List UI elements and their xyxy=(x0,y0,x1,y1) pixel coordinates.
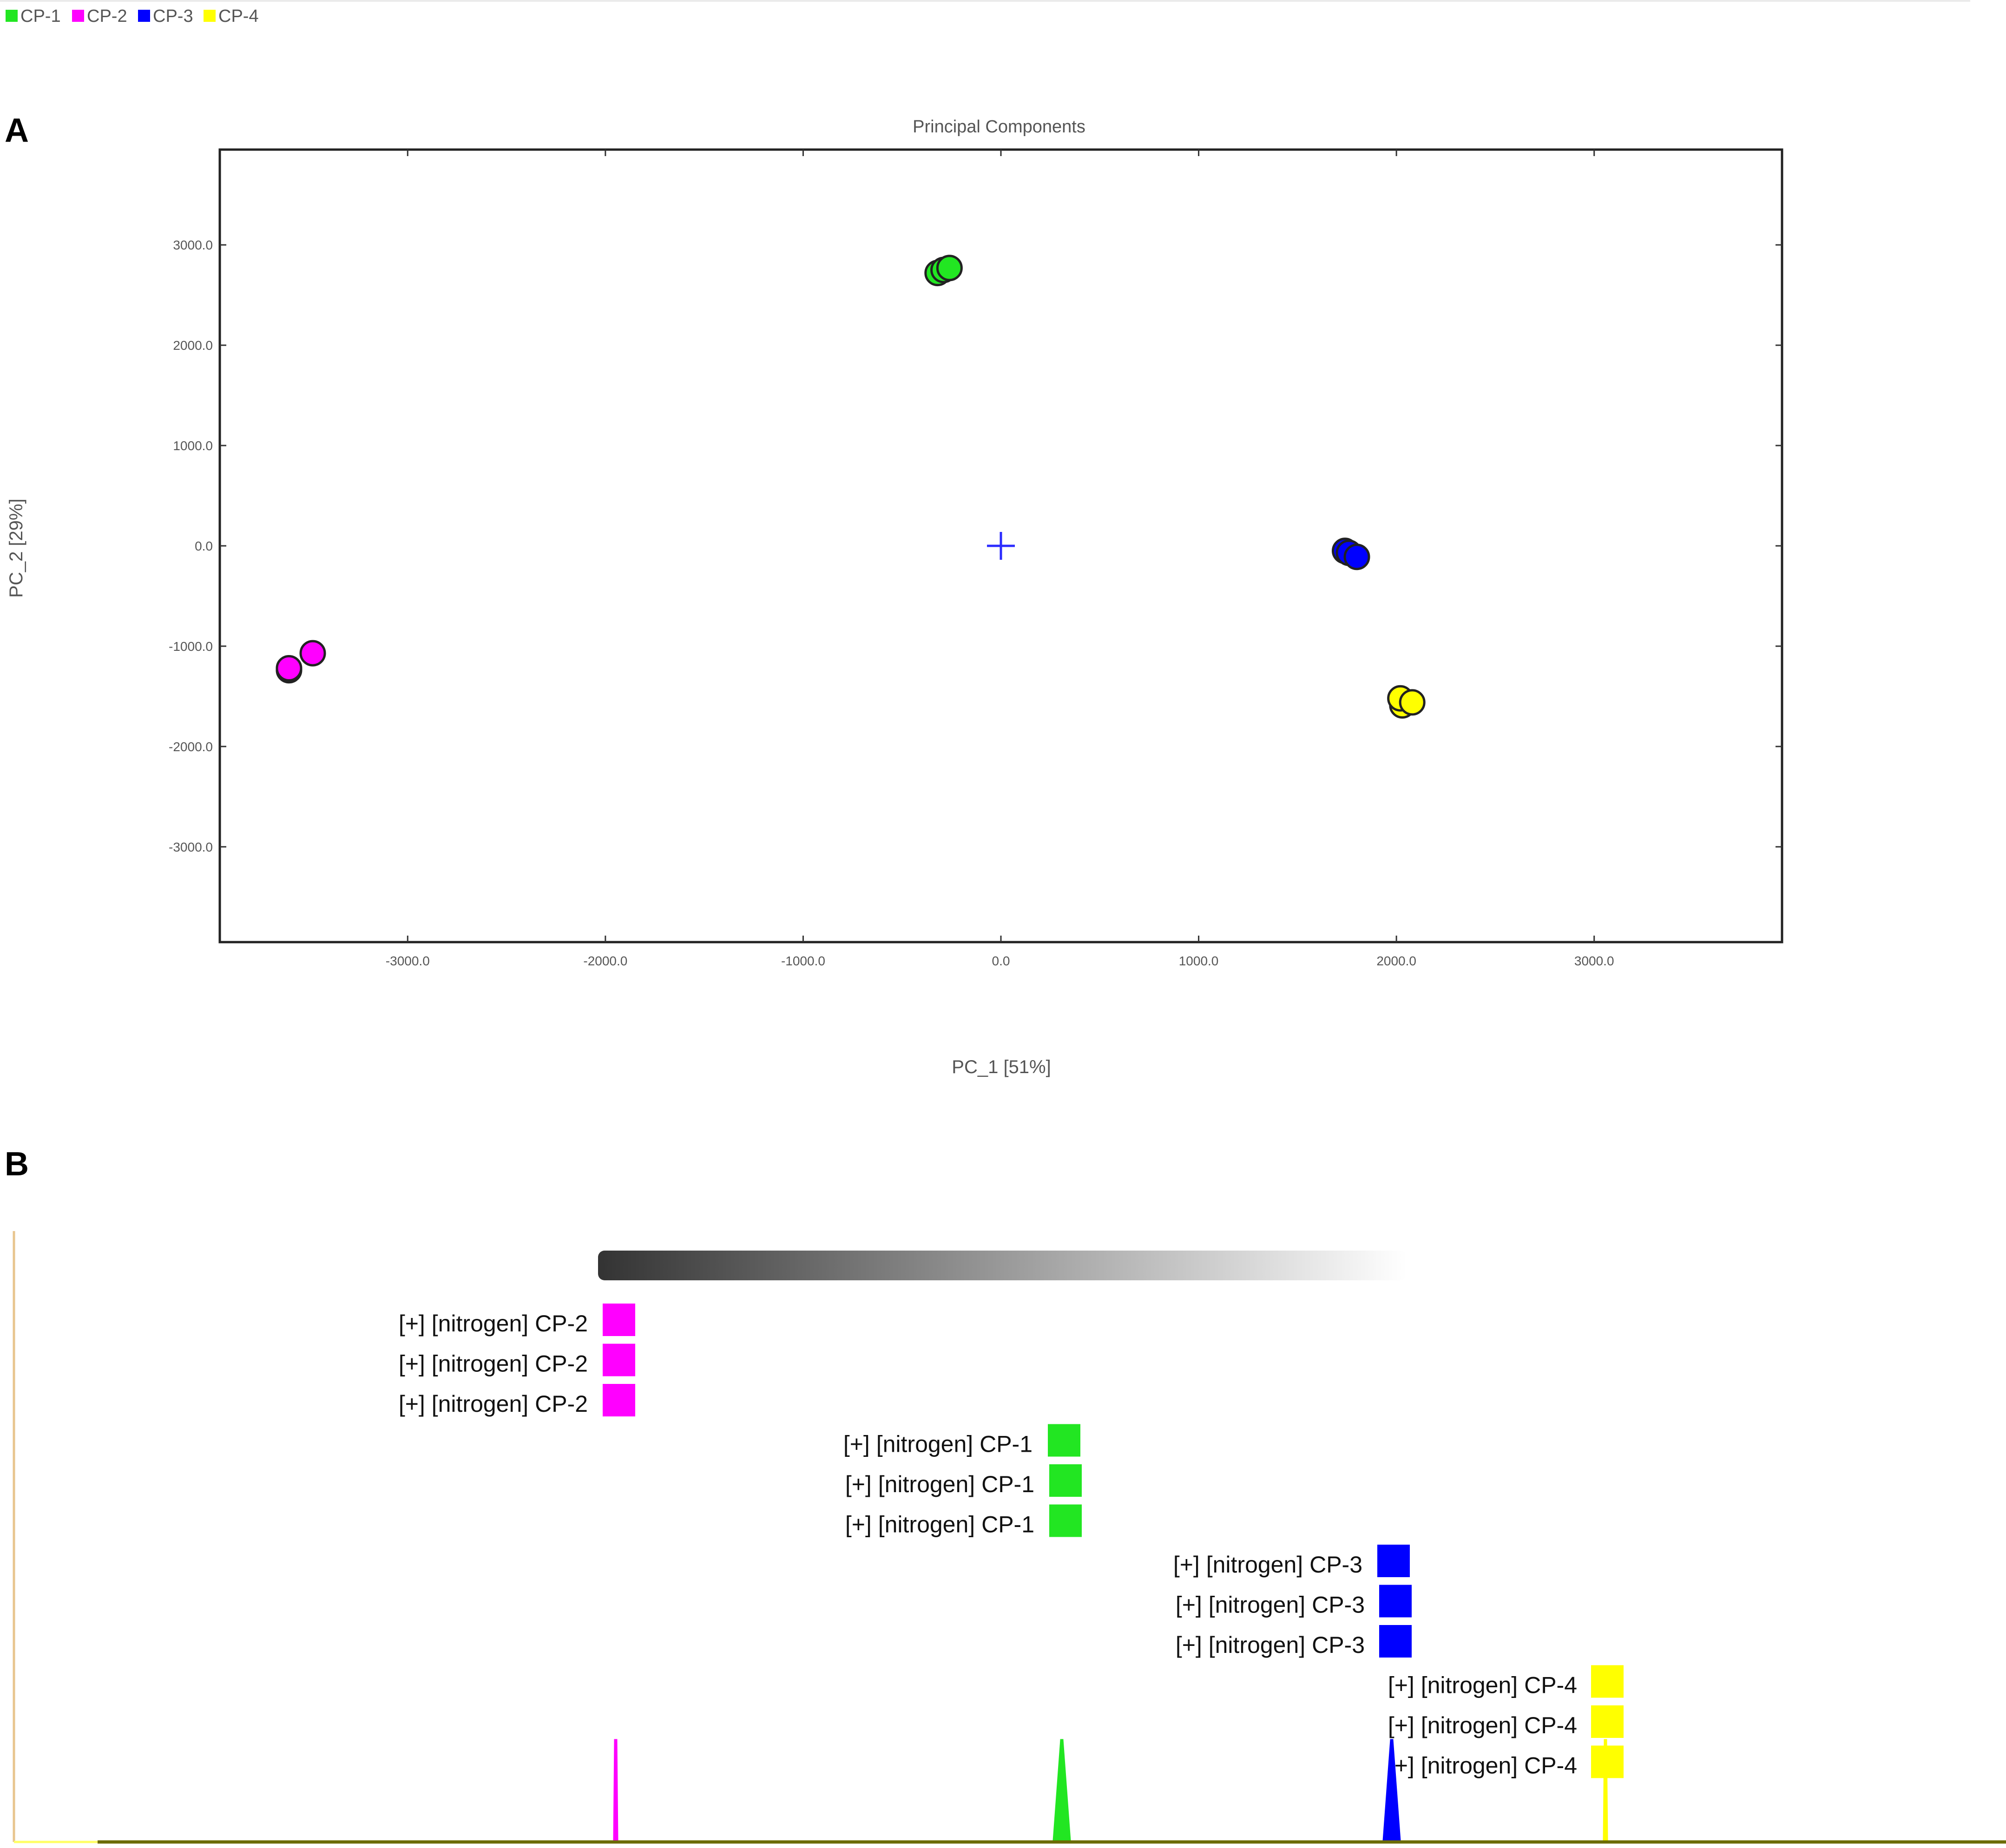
sample-label: [+] [nitrogen] CP-4 xyxy=(1388,1753,1577,1779)
legend-label-cp-1: CP-1 xyxy=(20,7,61,26)
y-tick-label: -1000.0 xyxy=(169,639,213,654)
sample-swatch xyxy=(1049,1504,1082,1537)
y-tick-label: 1000.0 xyxy=(173,439,213,453)
sample-label: [+] [nitrogen] CP-3 xyxy=(1176,1632,1365,1658)
sample-label: [+] [nitrogen] CP-3 xyxy=(1173,1552,1362,1578)
panel-b-label: B xyxy=(5,1146,29,1183)
sample-label: [+] [nitrogen] CP-4 xyxy=(1388,1672,1577,1698)
sample-label: [+] [nitrogen] CP-3 xyxy=(1176,1592,1365,1618)
y-tick-label: -2000.0 xyxy=(169,740,213,754)
gradient-scale-bar xyxy=(598,1251,1407,1280)
point-cp-2 xyxy=(276,655,303,682)
peak-cp-1 xyxy=(1052,1739,1071,1841)
point-cp-3 xyxy=(1343,544,1370,570)
x-tick-label: -1000.0 xyxy=(781,954,825,968)
sample-swatch xyxy=(603,1343,635,1376)
x-tick-label: 2000.0 xyxy=(1376,954,1416,968)
peak-cp-2 xyxy=(613,1739,618,1841)
legend-swatch-cp-2 xyxy=(72,10,84,22)
sample-swatch xyxy=(1377,1545,1410,1577)
sample-swatch xyxy=(1049,1464,1082,1497)
point-cp-4 xyxy=(1399,689,1426,716)
sample-swatch xyxy=(1379,1625,1412,1658)
x-tick-label: 1000.0 xyxy=(1179,954,1219,968)
sample-label: [+] [nitrogen] CP-2 xyxy=(399,1351,588,1377)
pca-points xyxy=(276,255,1426,719)
point-cp-2 xyxy=(299,640,326,667)
legend-swatch-cp-4 xyxy=(204,10,216,22)
x-tick-label: 0.0 xyxy=(992,954,1010,968)
sample-label: [+] [nitrogen] CP-2 xyxy=(399,1391,588,1417)
y-tick-label: -3000.0 xyxy=(169,840,213,854)
sample-label: [+] [nitrogen] CP-4 xyxy=(1388,1712,1577,1738)
x-tick-label: -3000.0 xyxy=(386,954,430,968)
sample-label: [+] [nitrogen] CP-1 xyxy=(845,1512,1034,1538)
chromatogram-panel: [+] [nitrogen] CP-2 [+] [nitrogen] CP-2 [+… xyxy=(13,1231,2006,1844)
pca-y-axis-label: PC_2 [29%] xyxy=(6,498,26,597)
sample-swatch xyxy=(1591,1665,1624,1698)
sample-label: [+] [nitrogen] CP-2 xyxy=(399,1311,588,1337)
point-cp-1 xyxy=(936,255,963,282)
legend-label-cp-4: CP-4 xyxy=(218,7,259,26)
y-tick-label: 2000.0 xyxy=(173,338,213,353)
sample-labels: [+] [nitrogen] CP-2 [+] [nitrogen] CP-2 [+… xyxy=(399,1304,1624,1779)
sample-label: [+] [nitrogen] CP-1 xyxy=(845,1471,1034,1497)
pca-origin-marker xyxy=(987,532,1015,560)
pca-title: Principal Components xyxy=(913,117,1085,137)
sample-swatch xyxy=(1379,1585,1412,1618)
legend-swatch-cp-3 xyxy=(138,10,150,22)
sample-swatch xyxy=(1048,1424,1080,1457)
y-tick-label: 3000.0 xyxy=(173,238,213,252)
x-tick-label: -2000.0 xyxy=(583,954,627,968)
sample-swatch xyxy=(603,1304,635,1336)
legend-label-cp-3: CP-3 xyxy=(153,7,193,26)
y-tick-label: 0.0 xyxy=(195,539,213,553)
pca-plot: Principal Components -3000.0 -2000.0 -1000… xyxy=(6,117,1783,1077)
sample-swatch xyxy=(603,1384,635,1416)
sample-swatch xyxy=(1591,1705,1624,1738)
pca-ticks: -3000.0 -2000.0 -1000.0 0.0 1000.0 2000.0 3000… xyxy=(169,150,1782,968)
x-tick-label: 3000.0 xyxy=(1574,954,1614,968)
peak-cp-4 xyxy=(1603,1739,1608,1841)
sample-label: [+] [nitrogen] CP-1 xyxy=(843,1431,1033,1457)
legend-swatch-cp-1 xyxy=(6,10,18,22)
legend: CP-1 CP-2 CP-3 CP-4 xyxy=(6,7,259,26)
legend-label-cp-2: CP-2 xyxy=(87,7,127,26)
panel-a-label: A xyxy=(5,112,29,149)
pca-x-axis-label: PC_1 [51%] xyxy=(952,1057,1051,1077)
